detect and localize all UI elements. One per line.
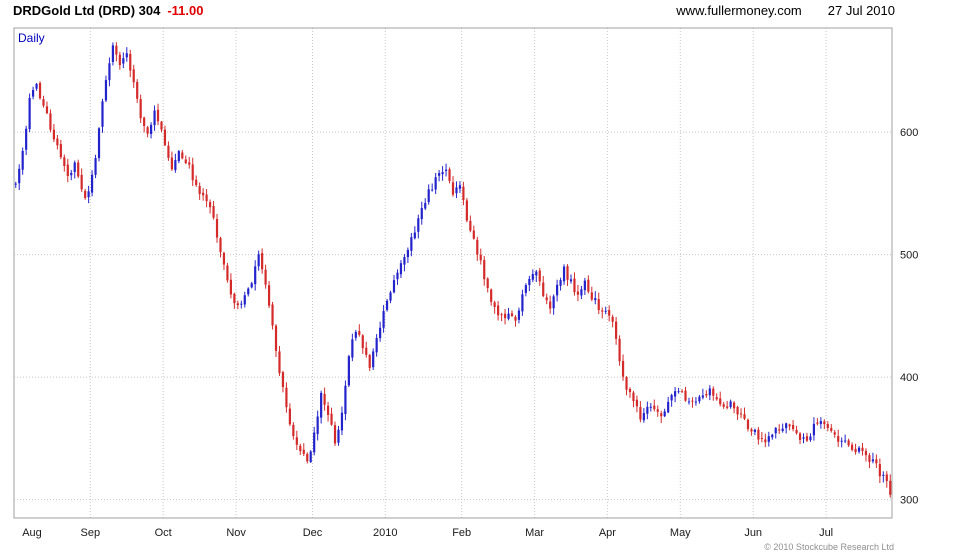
instrument-title: DRDGold Ltd (DRD) 304 [13, 3, 161, 18]
price-change: -11.00 [167, 3, 204, 18]
svg-text:500: 500 [900, 250, 918, 262]
svg-text:Aug: Aug [22, 527, 42, 539]
svg-text:Nov: Nov [226, 527, 246, 539]
svg-text:2010: 2010 [373, 527, 397, 539]
date-label: 27 Jul 2010 [827, 3, 895, 18]
chart-header-right: www.fullermoney.com 27 Jul 2010 [676, 3, 895, 18]
svg-text:Apr: Apr [599, 527, 616, 539]
frequency-label: Daily [18, 31, 45, 45]
svg-text:Oct: Oct [155, 527, 172, 539]
chart-header-left: DRDGold Ltd (DRD) 304 -11.00 [13, 3, 204, 18]
website-label: www.fullermoney.com [676, 3, 802, 18]
svg-text:Jun: Jun [744, 527, 762, 539]
svg-text:Dec: Dec [303, 527, 323, 539]
svg-text:Feb: Feb [452, 527, 471, 539]
svg-text:Mar: Mar [525, 527, 544, 539]
copyright-label: © 2010 Stockcube Research Ltd [764, 542, 894, 552]
svg-text:May: May [670, 527, 691, 539]
svg-text:400: 400 [900, 372, 918, 384]
svg-text:600: 600 [900, 127, 918, 139]
svg-text:300: 300 [900, 495, 918, 507]
svg-text:Jul: Jul [819, 527, 833, 539]
svg-text:Sep: Sep [81, 527, 101, 539]
